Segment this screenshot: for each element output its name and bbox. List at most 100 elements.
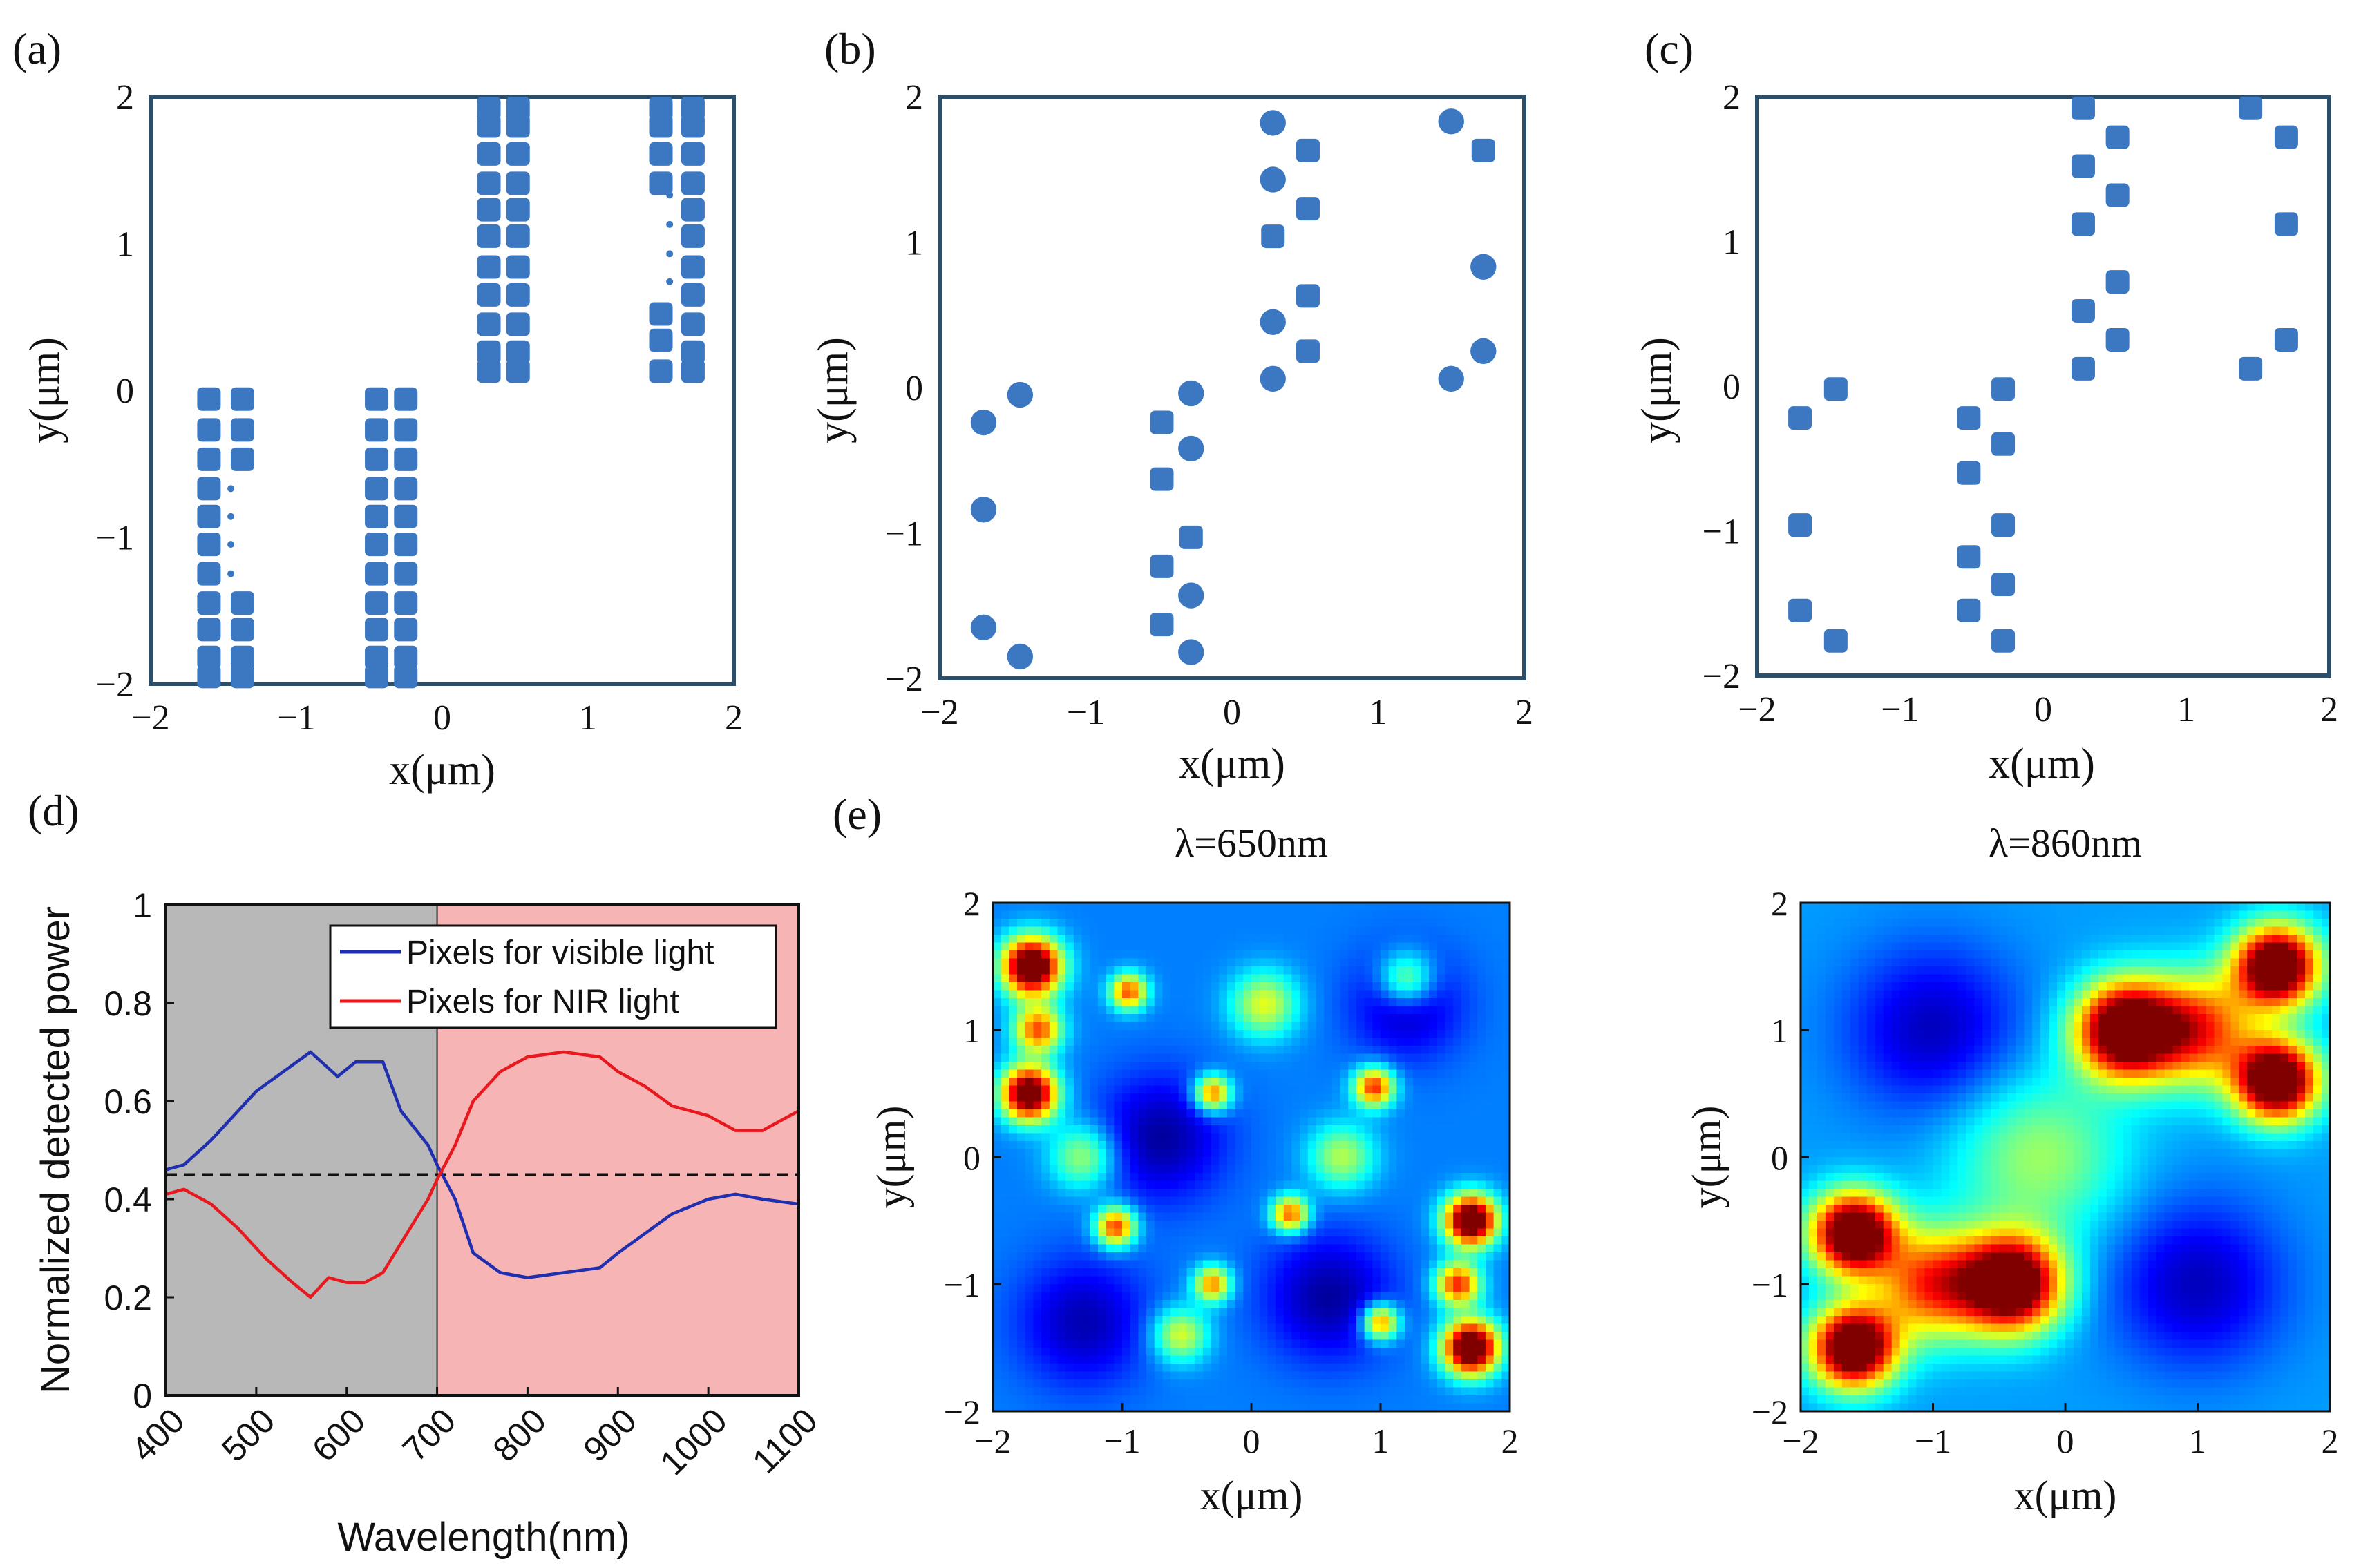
- heatmap-cell: [1251, 1316, 1260, 1325]
- heatmap-cell: [2272, 910, 2281, 919]
- heatmap-cell: [1267, 1205, 1276, 1214]
- heatmap-cell: [2264, 958, 2273, 967]
- heatmap-cell: [1081, 1308, 1090, 1317]
- heatmap-cell: [1049, 950, 1059, 959]
- heatmap-cell: [1178, 974, 1188, 983]
- heatmap-cell: [1226, 1109, 1236, 1118]
- heatmap-cell: [1041, 1196, 1050, 1205]
- heatmap-cell: [1259, 1141, 1268, 1150]
- heatmap-cell: [1316, 1093, 1325, 1102]
- heatmap-cell: [1154, 1260, 1164, 1269]
- heatmap-cell: [1049, 1022, 1059, 1031]
- heatmap-cell: [1186, 1228, 1195, 1237]
- heatmap-cell: [1453, 1101, 1462, 1110]
- heatmap-cell: [1388, 1395, 1397, 1404]
- heatmap-cell: [1195, 1212, 1204, 1221]
- heatmap-cell: [1267, 1212, 1276, 1221]
- heatmap-cell: [1300, 1078, 1309, 1087]
- heatmap-cell: [1316, 919, 1325, 928]
- heatmap-cell: [1154, 1292, 1164, 1301]
- heatmap-cell: [1825, 942, 1835, 951]
- heatmap-cell: [1186, 1292, 1195, 1301]
- heatmap-cell: [2255, 958, 2264, 967]
- heatmap-cell: [1195, 1101, 1204, 1110]
- heatmap-cell: [1267, 958, 1276, 967]
- heatmap-cell: [1348, 1260, 1357, 1269]
- heatmap-cell: [1477, 1101, 1486, 1110]
- heatmap-cell: [1891, 958, 1901, 967]
- heatmap-cell: [1081, 1212, 1090, 1221]
- heatmap-cell: [1381, 1046, 1390, 1055]
- heatmap-cell: [1267, 1284, 1276, 1293]
- heatmap-cell: [1090, 903, 1099, 912]
- heatmap-cell: [1001, 1260, 1009, 1269]
- heatmap-cell: [2131, 950, 2141, 959]
- heatmap-cell: [1130, 1236, 1139, 1245]
- heatmap-cell: [1356, 1276, 1365, 1285]
- heatmap-cell: [1437, 1053, 1446, 1062]
- heatmap-cell: [1033, 1046, 1042, 1055]
- heatmap-cell: [1348, 1252, 1357, 1261]
- heatmap-cell: [1202, 1157, 1212, 1166]
- meta-atom-square: [365, 504, 389, 528]
- heatmap-cell: [1429, 1093, 1438, 1102]
- heatmap-cell: [2247, 958, 2256, 967]
- heatmap-cell: [1340, 998, 1349, 1007]
- heatmap-cell: [1154, 1228, 1164, 1237]
- heatmap-cell: [1412, 1196, 1422, 1205]
- heatmap-cell: [1356, 1046, 1365, 1055]
- heatmap-cell: [1122, 1109, 1131, 1118]
- heatmap-cell: [1122, 1323, 1131, 1332]
- heatmap-cell: [1065, 990, 1074, 999]
- heatmap-cell: [1461, 1117, 1470, 1126]
- heatmap-cell: [1429, 1364, 1438, 1373]
- heatmap-cell: [1146, 1339, 1155, 1348]
- heatmap-cell: [1114, 1014, 1123, 1023]
- heatmap-cell: [1356, 966, 1365, 975]
- heatmap-cell: [1445, 1165, 1454, 1174]
- meta-atom-square: [197, 665, 221, 689]
- heatmap-cell: [1501, 1173, 1510, 1182]
- heatmap-cell: [1202, 1062, 1212, 1071]
- heatmap-cell: [1331, 1292, 1341, 1301]
- heatmap-cell: [1065, 1323, 1074, 1332]
- heatmap-cell: [1146, 1189, 1155, 1198]
- heatmap-cell: [993, 1069, 1002, 1078]
- heatmap-cell: [1226, 1157, 1236, 1166]
- heatmap-cell: [1276, 1014, 1284, 1023]
- heatmap-cell: [1033, 1244, 1042, 1253]
- heatmap-cell: [1146, 974, 1155, 983]
- heatmap-cell: [2065, 958, 2074, 967]
- heatmap-cell: [1154, 903, 1164, 912]
- heatmap-cell: [1469, 1078, 1478, 1087]
- heatmap-cell: [1396, 1085, 1405, 1094]
- heatmap-cell: [1130, 1395, 1139, 1404]
- heatmap-cell: [1090, 1006, 1099, 1015]
- heatmap-cell: [1300, 935, 1309, 944]
- heatmap-cell: [1267, 1149, 1276, 1158]
- heatmap-cell: [1017, 1212, 1026, 1221]
- heatmap-cell: [1235, 1062, 1244, 1071]
- heatmap-cell: [1817, 966, 1826, 975]
- heatmap-cell: [1396, 1125, 1405, 1134]
- heatmap-cell: [1283, 1403, 1293, 1411]
- heatmap-cell: [1421, 974, 1430, 983]
- heatmap-cell: [1421, 1371, 1430, 1380]
- heatmap-cell: [1033, 1323, 1042, 1332]
- heatmap-cell: [1453, 1133, 1462, 1142]
- x-tick-label: −1: [277, 698, 315, 738]
- heatmap-cell: [1081, 1022, 1090, 1031]
- heatmap-cell: [2081, 974, 2091, 983]
- heatmap-cell: [1122, 1046, 1131, 1055]
- heatmap-cell: [1025, 1125, 1034, 1134]
- heatmap-cell: [1437, 1157, 1446, 1166]
- heatmap-cell: [1090, 1078, 1099, 1087]
- heatmap-cell: [1437, 1332, 1446, 1341]
- heatmap-cell: [1195, 1364, 1204, 1373]
- heatmap-cell: [1243, 1379, 1252, 1388]
- heatmap-cell: [1226, 1133, 1236, 1142]
- heatmap-cell: [1049, 1387, 1059, 1396]
- heatmap-cell: [1195, 958, 1204, 967]
- heatmap-cell: [1405, 950, 1414, 959]
- heatmap-cell: [1009, 1339, 1018, 1348]
